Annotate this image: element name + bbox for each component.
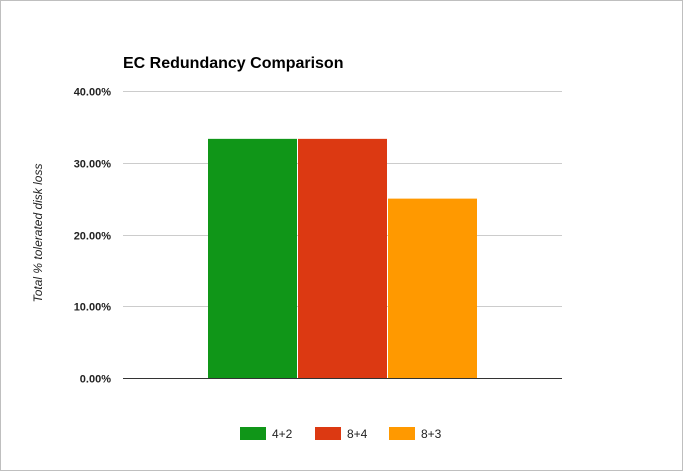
bar-8+3 [388,198,477,378]
y-tick-label: 0.00% [80,374,111,386]
legend-swatch [315,427,341,440]
legend-swatch [240,427,266,440]
legend: 4+2 8+4 8+3 [240,427,442,441]
y-axis-ticks: 0.00% 10.00% 20.00% 30.00% 40.00% [74,87,112,386]
y-tick-label: 30.00% [74,159,112,171]
legend-swatch [389,427,415,440]
bar-8+4 [298,138,387,378]
y-tick-label: 20.00% [74,231,112,243]
legend-label: 4+2 [272,427,293,441]
legend-label: 8+4 [347,427,368,441]
y-tick-label: 40.00% [74,87,112,99]
bar-4+2 [208,138,297,378]
y-axis-label: Total % tolerated disk loss [31,164,45,303]
bars [208,138,477,378]
y-tick-label: 10.00% [74,302,112,314]
legend-label: 8+3 [421,427,442,441]
chart-title: EC Redundancy Comparison [123,55,343,72]
